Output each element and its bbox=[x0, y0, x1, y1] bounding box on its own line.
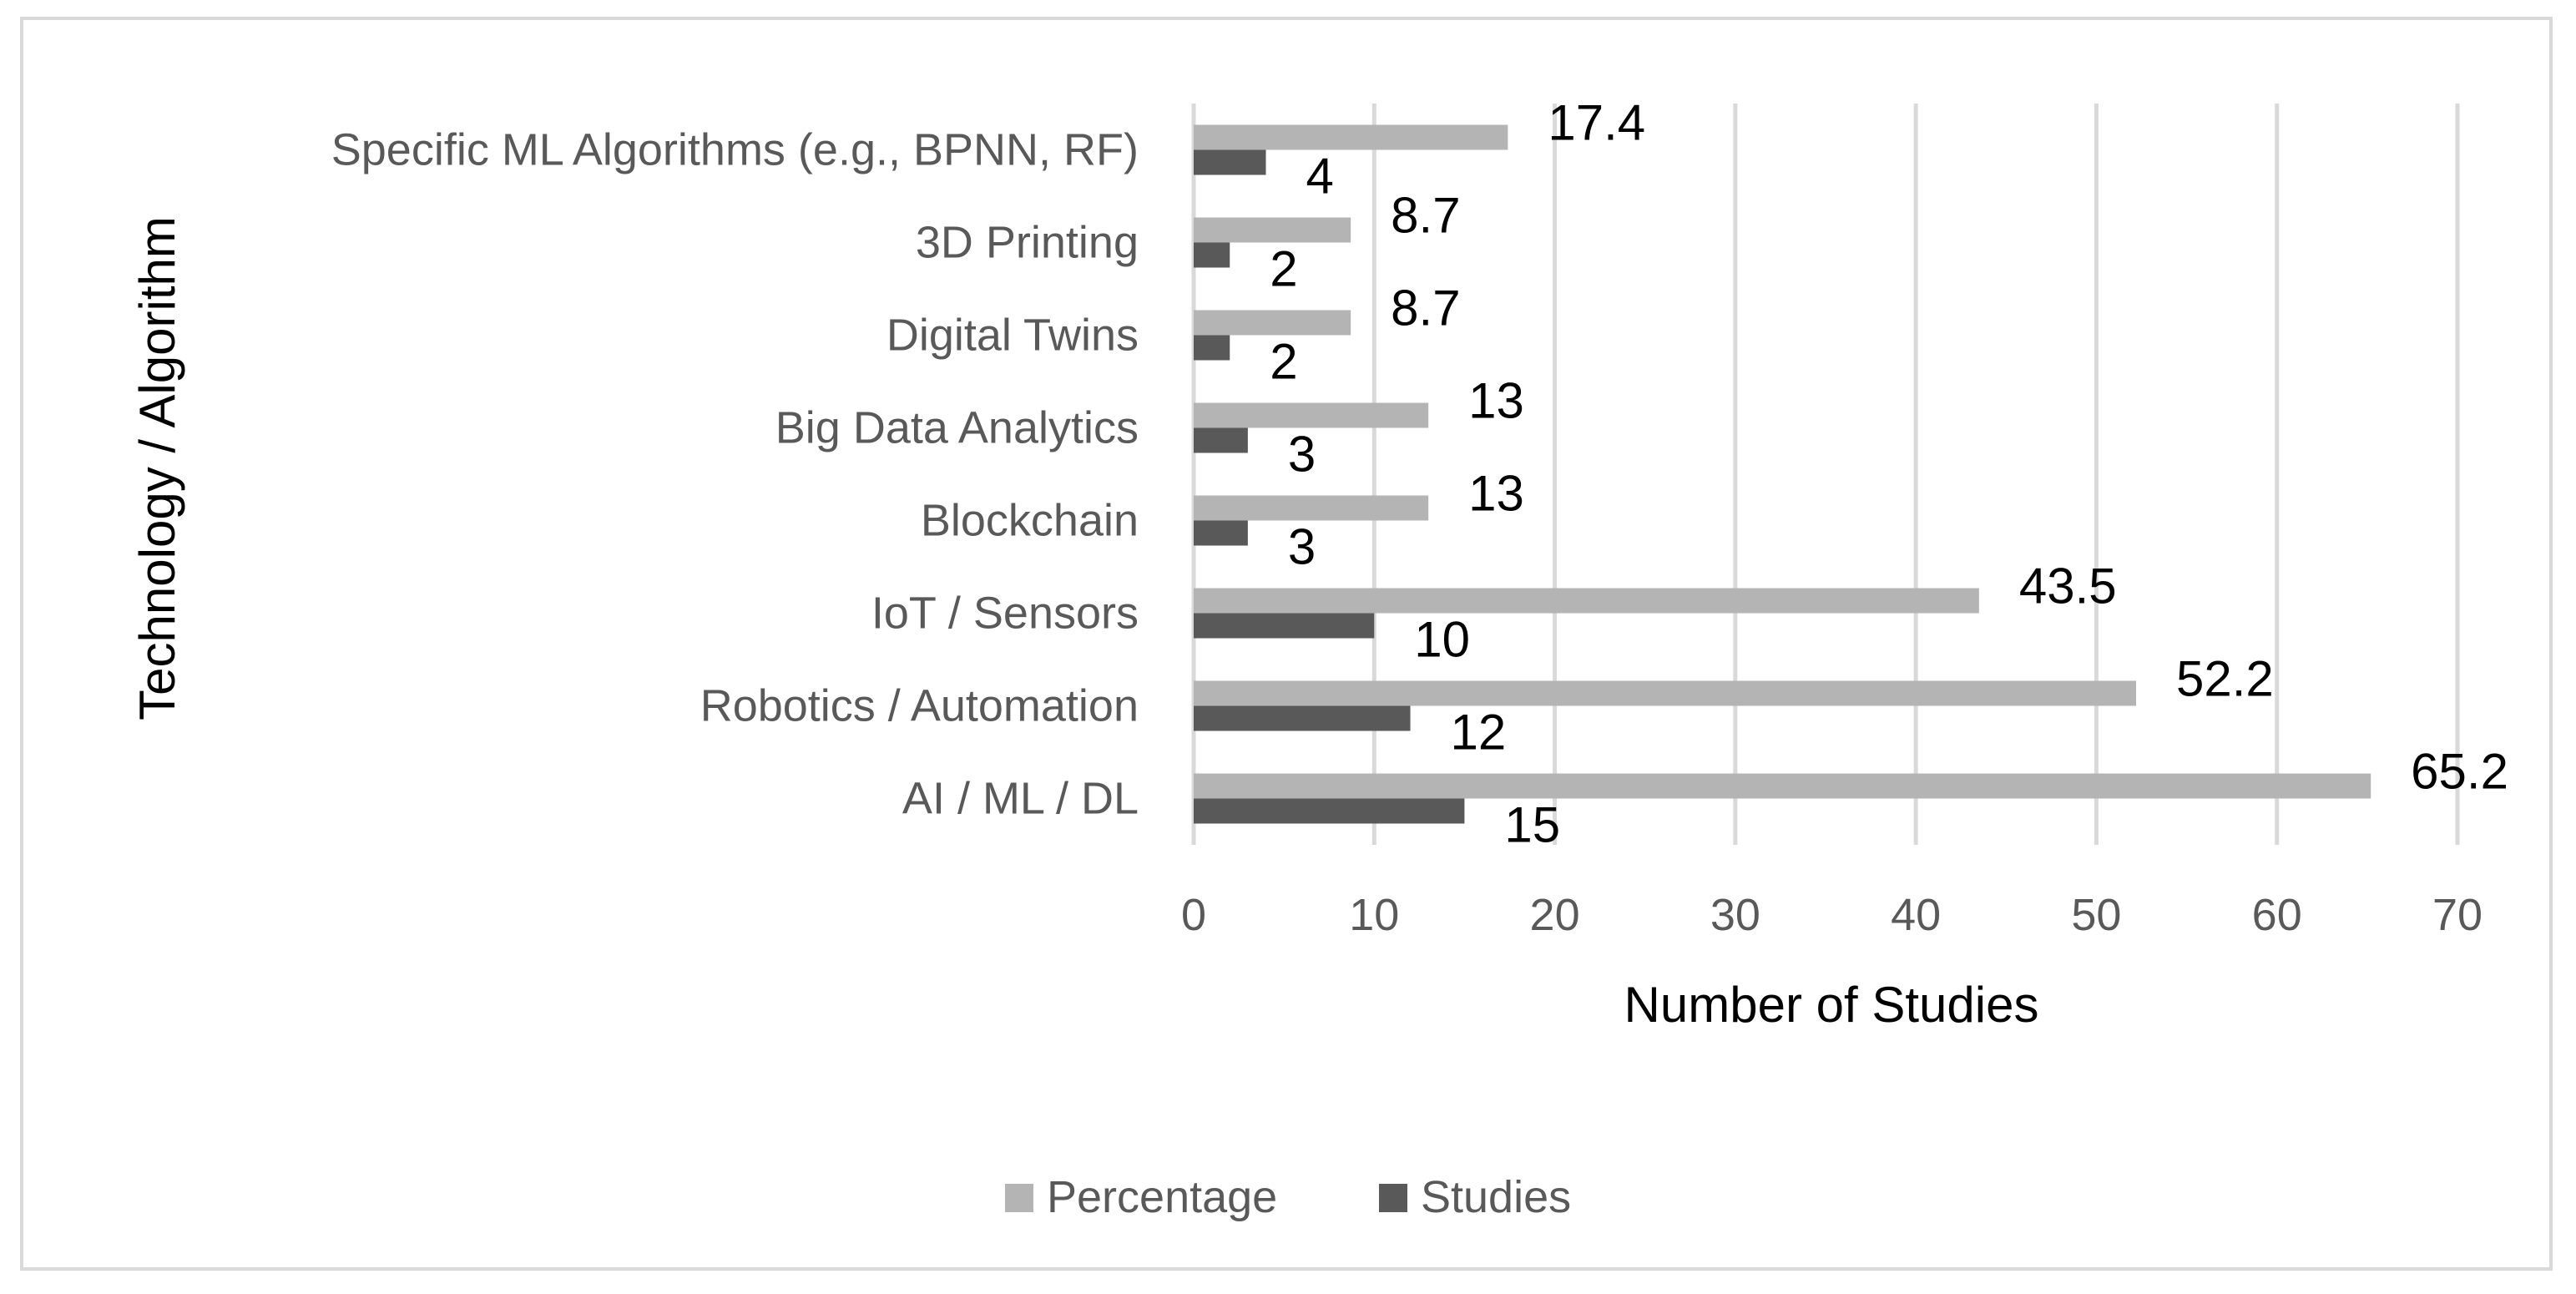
x-tick-label: 20 bbox=[1530, 890, 1580, 940]
x-tick-label: 30 bbox=[1710, 890, 1760, 940]
bar-percentage-0 bbox=[1194, 773, 2371, 799]
bar-studies-5 bbox=[1194, 335, 1230, 361]
bar-chart: 65.2 15 52.2 12 43.5 10 13 3 13 3 8.7 2 8.7 2 17.4 4 AI… bbox=[129, 95, 2508, 1223]
category-label: Blockchain bbox=[921, 496, 1139, 546]
data-label-studies: 15 bbox=[1504, 797, 1560, 853]
data-label-percentage: 13 bbox=[1468, 466, 1524, 522]
category-labels: AI / ML / DL Robotics / Automation IoT / S… bbox=[331, 125, 1139, 824]
data-label-percentage: 13 bbox=[1468, 373, 1524, 429]
x-tick-label: 40 bbox=[1891, 890, 1941, 940]
legend-swatch-studies bbox=[1379, 1184, 1407, 1212]
data-label-studies: 10 bbox=[1414, 612, 1470, 668]
bar-percentage-1 bbox=[1194, 680, 2137, 706]
bar-percentage-7 bbox=[1194, 124, 1508, 150]
x-tick-label: 0 bbox=[1181, 890, 1206, 940]
bar-studies-1 bbox=[1194, 705, 1411, 731]
bar-studies-6 bbox=[1194, 242, 1230, 268]
x-tick-label: 60 bbox=[2252, 890, 2302, 940]
data-label-studies: 3 bbox=[1288, 519, 1316, 575]
x-tick-label: 10 bbox=[1349, 890, 1399, 940]
bar-studies-2 bbox=[1194, 613, 1375, 639]
data-labels: 65.2 15 52.2 12 43.5 10 13 3 13 3 8.7 2 8.7 2 17.4 4 bbox=[1270, 95, 2508, 853]
category-label: IoT / Sensors bbox=[871, 589, 1139, 639]
bar-percentage-2 bbox=[1194, 588, 1979, 614]
category-label: Big Data Analytics bbox=[775, 403, 1139, 453]
category-label: 3D Printing bbox=[916, 218, 1139, 268]
bar-percentage-3 bbox=[1194, 495, 1429, 521]
data-label-percentage: 52.2 bbox=[2176, 651, 2274, 707]
data-label-studies: 3 bbox=[1288, 427, 1316, 483]
data-label-studies: 2 bbox=[1270, 241, 1297, 297]
data-label-percentage: 8.7 bbox=[1391, 188, 1460, 244]
bar-percentage-4 bbox=[1194, 402, 1429, 428]
data-label-studies: 12 bbox=[1451, 705, 1507, 761]
legend: Percentage Studies bbox=[1005, 1172, 1571, 1222]
category-label: Specific ML Algorithms (e.g., BPNN, RF) bbox=[331, 125, 1139, 175]
legend-label-studies: Studies bbox=[1421, 1172, 1571, 1222]
category-label: Robotics / Automation bbox=[700, 681, 1139, 731]
x-tick-label: 70 bbox=[2432, 890, 2483, 940]
data-label-studies: 2 bbox=[1270, 334, 1297, 390]
bar-percentage-6 bbox=[1194, 217, 1351, 243]
bar-studies-0 bbox=[1194, 798, 1465, 824]
x-axis-title: Number of Studies bbox=[1624, 977, 2039, 1033]
x-tick-labels: 0 10 20 30 40 50 60 70 bbox=[1181, 890, 2483, 940]
x-tick-label: 50 bbox=[2071, 890, 2121, 940]
gridlines bbox=[1191, 104, 2460, 845]
category-label: Digital Twins bbox=[886, 311, 1139, 361]
bars bbox=[1194, 124, 2371, 824]
legend-swatch-percentage bbox=[1005, 1184, 1033, 1212]
data-label-percentage: 17.4 bbox=[1548, 95, 1645, 151]
bar-percentage-5 bbox=[1194, 310, 1351, 336]
category-label: AI / ML / DL bbox=[902, 774, 1139, 824]
data-label-percentage: 65.2 bbox=[2411, 744, 2508, 800]
bar-studies-3 bbox=[1194, 520, 1248, 546]
data-label-percentage: 43.5 bbox=[2019, 559, 2117, 614]
bar-studies-4 bbox=[1194, 427, 1248, 453]
data-label-studies: 4 bbox=[1306, 149, 1334, 205]
legend-label-percentage: Percentage bbox=[1047, 1172, 1277, 1222]
y-axis-title: Technology / Algorithm bbox=[129, 216, 185, 720]
data-label-percentage: 8.7 bbox=[1391, 281, 1460, 336]
chart-frame: 65.2 15 52.2 12 43.5 10 13 3 13 3 8.7 2 8.7 2 17.4 4 AI… bbox=[20, 17, 2553, 1271]
bar-studies-7 bbox=[1194, 149, 1266, 175]
